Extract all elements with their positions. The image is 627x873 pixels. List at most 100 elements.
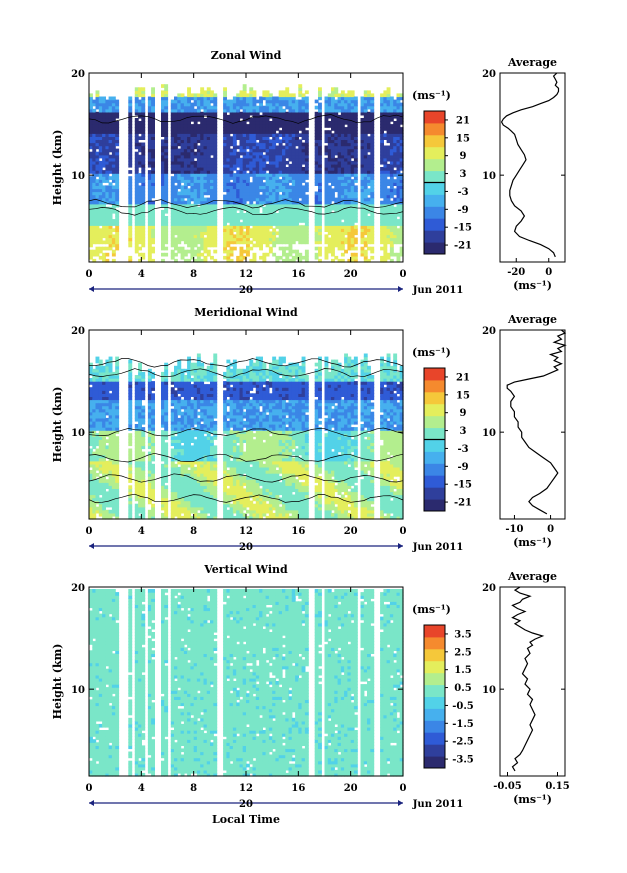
heatmap-cell	[95, 167, 100, 171]
heatmap-cell	[318, 127, 322, 131]
heatmap-cell	[288, 188, 293, 193]
heatmap-cell	[147, 249, 152, 254]
heatmap-cell	[272, 197, 277, 202]
heatmap-cell	[177, 488, 182, 493]
heatmap-cell	[147, 234, 152, 239]
heatmap-cell	[147, 176, 152, 180]
heatmap-cell	[128, 99, 133, 104]
heatmap-cell	[304, 139, 309, 144]
heatmap-cell	[115, 479, 120, 483]
heatmap-cell	[161, 151, 165, 156]
heatmap-cell	[138, 399, 142, 404]
heatmap-cell	[229, 209, 234, 214]
heatmap-cell	[324, 222, 329, 226]
heatmap-cell	[242, 225, 247, 229]
heatmap-cell	[380, 124, 384, 128]
heatmap-cell	[187, 124, 191, 128]
heatmap-cell	[151, 231, 155, 236]
heatmap-cell	[108, 454, 113, 459]
heatmap-cell	[141, 191, 146, 196]
heatmap-cell	[353, 136, 358, 140]
heatmap-cell	[396, 209, 401, 214]
heatmap-cell	[213, 216, 218, 220]
heatmap-cell	[147, 154, 152, 159]
heatmap-cell	[367, 154, 371, 159]
heatmap-cell	[246, 96, 250, 101]
heatmap-cell	[318, 197, 322, 202]
heatmap-cell	[393, 222, 398, 226]
heatmap-cell	[141, 93, 146, 98]
heatmap-cell	[128, 460, 133, 465]
heatmap-cell	[282, 167, 286, 171]
heatmap-cell	[92, 470, 97, 474]
heatmap-cell	[347, 246, 352, 251]
heatmap-cell	[301, 136, 306, 140]
heatmap-cell	[111, 470, 116, 474]
heatmap-cell	[340, 237, 345, 242]
heatmap-cell	[108, 246, 113, 251]
heatmap-cell	[259, 142, 263, 147]
heatmap-cell	[399, 145, 404, 150]
heatmap-cell	[128, 118, 133, 122]
heatmap-cell	[151, 420, 155, 425]
heatmap-cell	[206, 185, 211, 190]
heatmap-cell	[360, 142, 365, 147]
heatmap-cell	[147, 219, 152, 223]
heatmap-cell	[291, 173, 296, 177]
heatmap-cell	[298, 185, 303, 190]
heatmap-cell	[262, 237, 267, 242]
heatmap-cell	[272, 173, 277, 177]
heatmap-cell	[89, 157, 93, 162]
heatmap-cell	[161, 121, 165, 125]
heatmap-cell	[246, 105, 250, 110]
heatmap-cell	[252, 118, 257, 122]
heatmap-cell	[246, 237, 250, 242]
heatmap-cell	[187, 121, 191, 125]
heatmap-cell	[115, 365, 120, 370]
heatmap-cell	[272, 216, 277, 220]
heatmap-cell	[265, 148, 270, 153]
heatmap-cell	[102, 133, 106, 137]
colorbar-tick-label: -15	[454, 223, 472, 234]
heatmap-cell	[383, 154, 388, 159]
heatmap-cell	[147, 216, 152, 220]
heatmap-cell	[223, 197, 227, 202]
heatmap-cell	[262, 185, 267, 190]
heatmap-cell	[98, 436, 103, 440]
heatmap-cell	[383, 182, 388, 186]
heatmap-cell	[213, 136, 218, 140]
heatmap-cell	[134, 454, 139, 459]
heatmap-cell	[161, 130, 165, 134]
heatmap-cell	[203, 124, 208, 128]
heatmap-cell	[239, 145, 244, 150]
heatmap-cell	[183, 114, 188, 119]
heatmap-cell	[174, 375, 178, 379]
heatmap-cell	[111, 494, 116, 499]
heatmap-cell	[141, 482, 146, 486]
heatmap-cell	[161, 139, 165, 144]
heatmap-cell	[331, 139, 335, 144]
heatmap-cell	[367, 114, 371, 119]
heatmap-cell	[147, 203, 152, 208]
heatmap-cell	[370, 179, 375, 183]
heatmap-cell	[174, 102, 178, 107]
heatmap-cell	[389, 124, 394, 128]
heatmap-cell	[206, 252, 211, 257]
heatmap-cell	[164, 485, 169, 489]
heatmap-cell	[213, 231, 218, 236]
heatmap-cell	[239, 252, 244, 257]
heatmap-cell	[272, 176, 277, 180]
heatmap-cell	[331, 179, 335, 183]
heatmap-cell	[223, 237, 227, 242]
heatmap-cell	[183, 167, 188, 171]
heatmap-cell	[386, 188, 391, 193]
heatmap-cell	[141, 503, 146, 508]
heatmap-cell	[164, 234, 169, 239]
heatmap-cell	[370, 105, 375, 110]
heatmap-cell	[340, 228, 345, 232]
heatmap-cell	[108, 439, 113, 443]
heatmap-cell	[229, 118, 234, 122]
heatmap-cell	[298, 200, 303, 205]
heatmap-cell	[363, 160, 368, 165]
heatmap-cell	[177, 102, 182, 107]
